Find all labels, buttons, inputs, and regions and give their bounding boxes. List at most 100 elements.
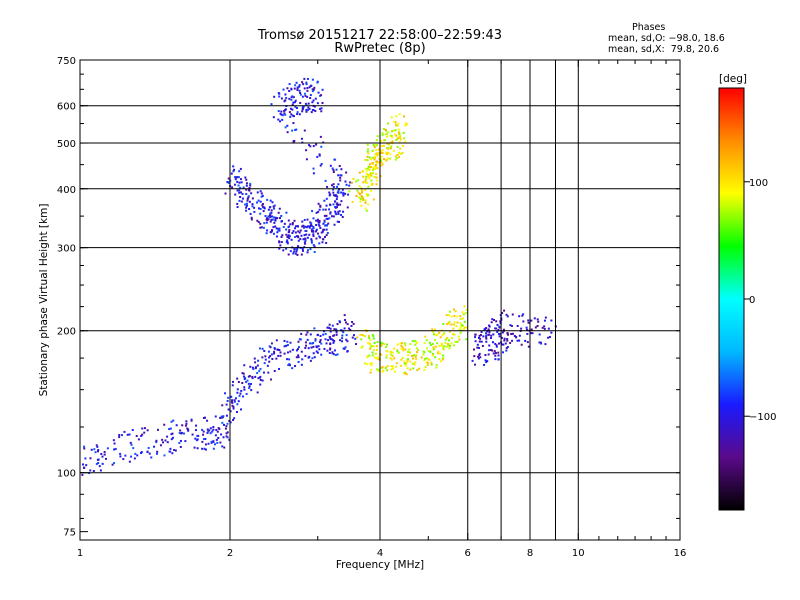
data-point: [415, 354, 418, 357]
data-point: [349, 328, 352, 331]
data-point: [201, 428, 204, 431]
data-point: [260, 226, 263, 229]
data-point: [294, 235, 297, 238]
x-tick-label: 4: [377, 548, 383, 559]
data-point: [312, 233, 315, 236]
data-point: [325, 204, 328, 207]
data-point: [187, 429, 190, 432]
data-point: [234, 176, 237, 179]
data-point: [311, 357, 314, 360]
data-point: [331, 167, 334, 170]
data-point: [534, 326, 537, 329]
data-point: [522, 320, 525, 323]
data-point: [455, 325, 458, 328]
data-point: [249, 365, 252, 368]
data-point: [390, 135, 393, 138]
data-point: [278, 240, 281, 243]
data-point: [112, 439, 115, 442]
data-point: [329, 338, 332, 341]
data-point: [339, 176, 342, 179]
data-point: [249, 182, 252, 185]
data-point: [462, 313, 465, 316]
data-point: [373, 176, 376, 179]
data-point: [436, 342, 439, 345]
data-point: [400, 345, 403, 348]
data-point: [432, 346, 435, 349]
data-point: [396, 350, 399, 353]
data-point: [296, 225, 299, 228]
data-point: [362, 197, 365, 200]
data-point: [89, 469, 92, 472]
data-point: [447, 322, 450, 325]
data-point: [294, 129, 297, 132]
data-point: [342, 193, 345, 196]
data-point: [404, 348, 407, 351]
data-point: [226, 431, 229, 434]
data-point: [339, 179, 342, 182]
data-point: [312, 167, 315, 170]
data-point: [306, 89, 309, 92]
data-point: [372, 169, 375, 172]
data-point: [295, 106, 298, 109]
data-point: [326, 218, 329, 221]
data-point: [264, 355, 267, 358]
data-point: [364, 178, 367, 181]
data-point: [414, 343, 417, 346]
data-point: [278, 367, 281, 370]
data-point: [364, 179, 367, 182]
data-point: [93, 448, 96, 451]
data-point: [454, 340, 457, 343]
data-point: [499, 332, 502, 335]
data-point: [281, 114, 284, 117]
data-point: [465, 326, 468, 329]
data-point: [299, 101, 302, 104]
data-point: [284, 113, 287, 116]
data-point: [119, 455, 122, 458]
data-point: [231, 380, 234, 383]
y-axis: 75 100 200 300 400 500 600 750: [57, 56, 680, 539]
data-point: [82, 466, 85, 469]
data-point: [253, 206, 256, 209]
data-point: [411, 357, 414, 360]
data-point: [297, 356, 300, 359]
data-point: [438, 331, 441, 334]
data-point: [491, 341, 494, 344]
data-point: [306, 87, 309, 90]
data-point: [337, 212, 340, 215]
data-point: [431, 352, 434, 355]
data-point: [310, 239, 313, 242]
data-point: [342, 210, 345, 213]
data-point: [320, 107, 323, 110]
data-point: [319, 339, 322, 342]
data-point: [312, 225, 315, 228]
data-point: [314, 339, 317, 342]
data-point: [459, 318, 462, 321]
data-point: [163, 454, 166, 457]
data-point: [216, 441, 219, 444]
data-point: [277, 211, 280, 214]
data-point: [245, 178, 248, 181]
data-point: [364, 199, 367, 202]
data-point: [315, 346, 318, 349]
data-point: [386, 369, 389, 372]
data-point: [228, 181, 231, 184]
data-point: [280, 235, 283, 238]
data-point: [312, 230, 315, 233]
data-point: [293, 87, 296, 90]
data-point: [296, 247, 299, 250]
data-point: [236, 189, 239, 192]
data-point: [420, 356, 423, 359]
data-point: [318, 242, 321, 245]
data-point: [426, 361, 429, 364]
y-tick-label: 200: [57, 327, 76, 338]
data-point: [300, 234, 303, 237]
data-point: [369, 163, 372, 166]
data-point: [236, 180, 239, 183]
data-point: [411, 340, 414, 343]
data-point: [92, 470, 95, 473]
data-point: [335, 168, 338, 171]
data-point: [166, 435, 169, 438]
data-point: [207, 442, 210, 445]
data-point: [333, 349, 336, 352]
data-point: [273, 204, 276, 207]
